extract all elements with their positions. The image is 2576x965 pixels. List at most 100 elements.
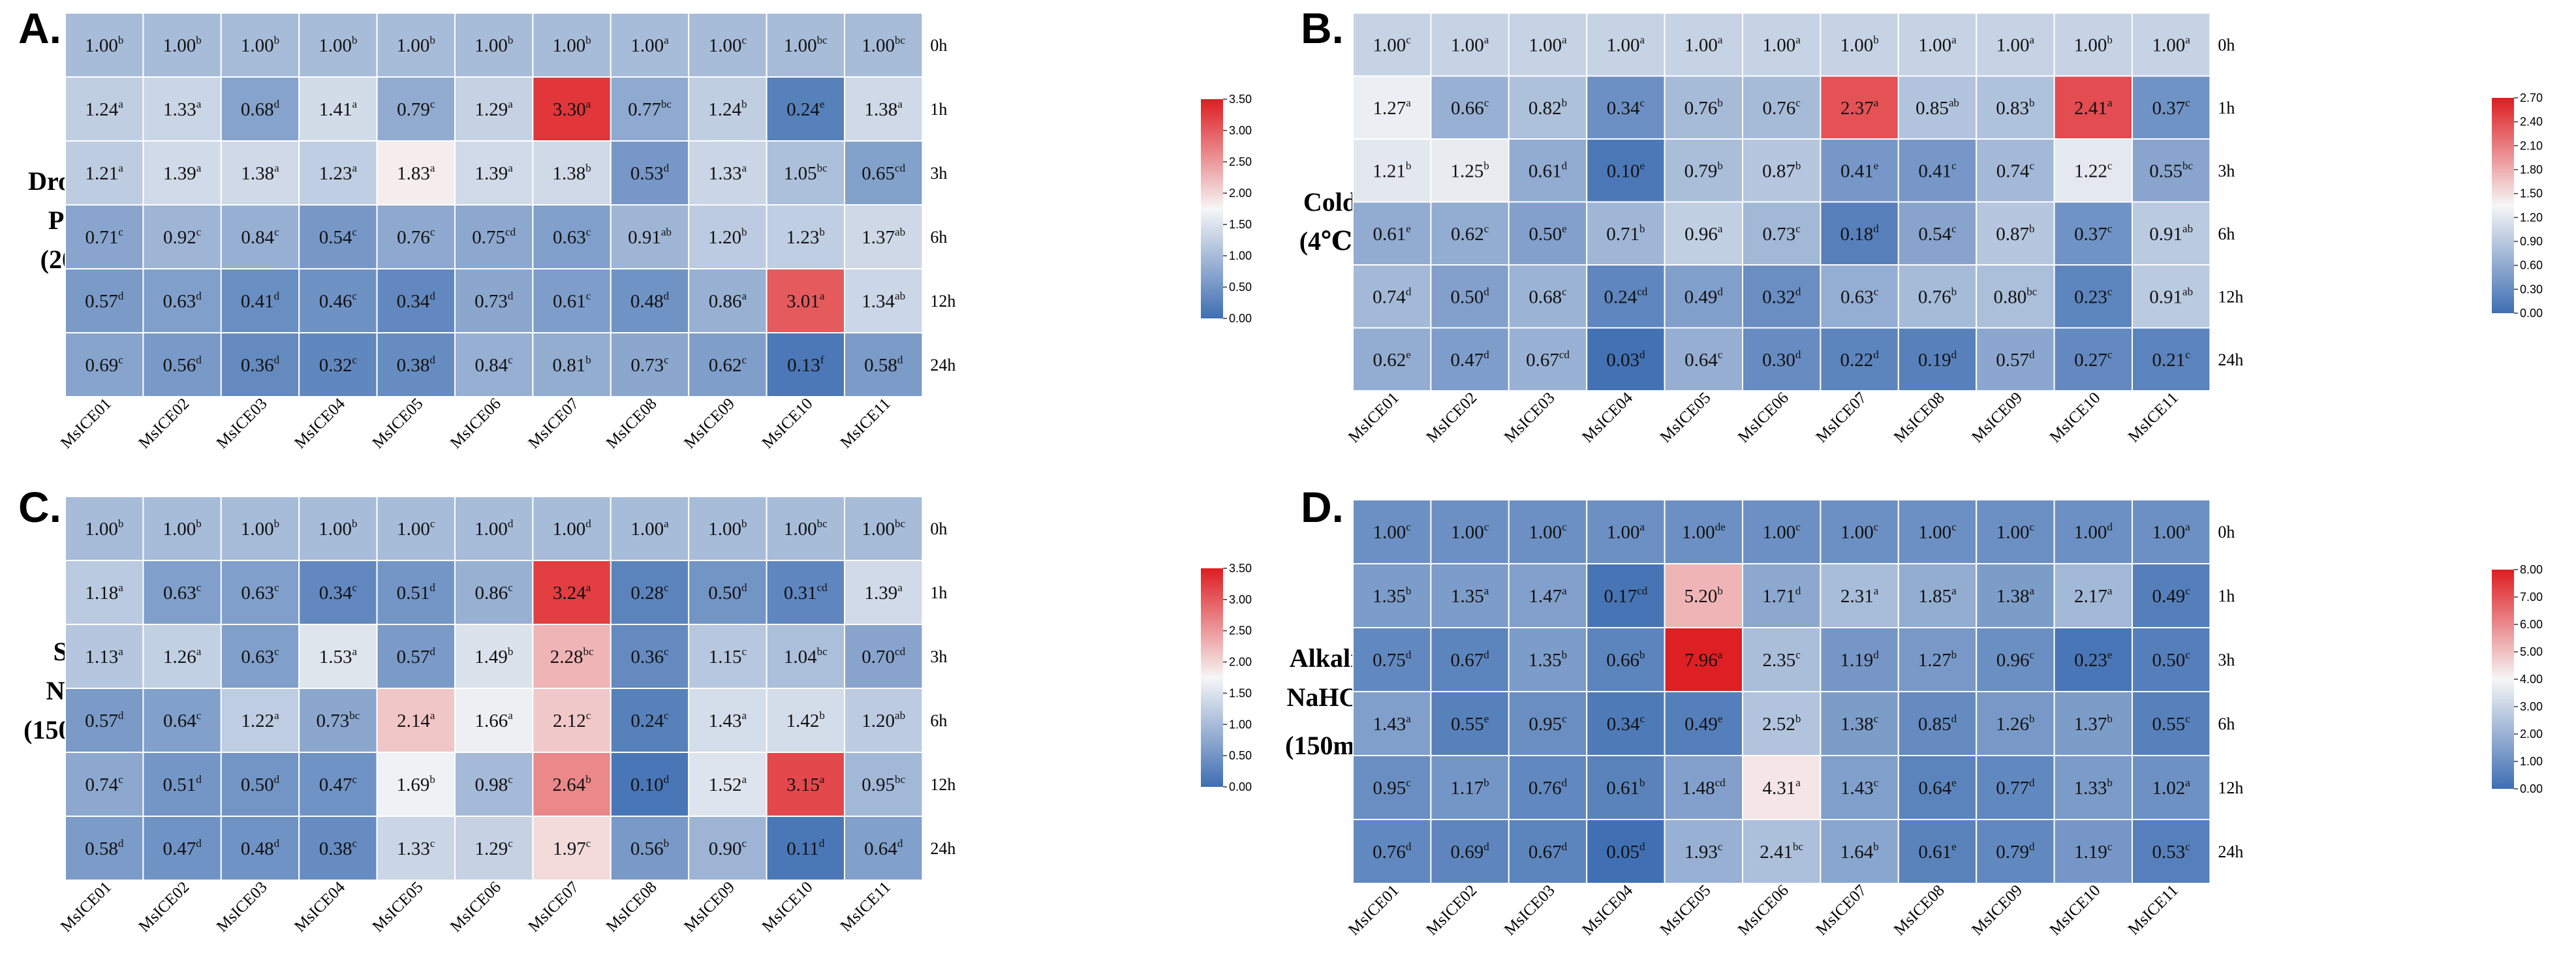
cell-value-label: 1.27a [1373, 97, 1412, 119]
heatmap-cell [454, 816, 534, 881]
cell-value-label: 2.14a [397, 709, 435, 731]
cell-value-label: 0.61c [553, 290, 591, 312]
cell-value-label: 0.47d [163, 837, 202, 859]
row-label: 1h [930, 583, 947, 602]
cell-value-label: 0.41c [1918, 159, 1957, 181]
heatmap-cell [1508, 563, 1588, 628]
cell-value-label: 3.30a [553, 98, 591, 120]
cell-value-label: 0.77d [1996, 776, 2035, 799]
cell-value-label: 1.00c [397, 517, 435, 540]
cell-value-label: 1.00bc [784, 517, 828, 540]
cell-value-label: 0.41d [241, 290, 280, 312]
cell-value-label: 1.38c [1840, 712, 1879, 735]
cell-value-label: 1.43c [1840, 776, 1879, 799]
heatmap-cell [298, 268, 378, 333]
cell-value-label: 0.30d [1762, 348, 1801, 371]
colorbar-tick-label: 2.00 [1229, 187, 1252, 200]
cell-value-label: 1.19c [2074, 840, 2113, 863]
cell-value-label: 0.34c [319, 581, 358, 604]
row-label: 12h [2218, 287, 2243, 306]
cell-value-label: 0.63c [241, 581, 279, 604]
heatmap-cell [376, 76, 456, 142]
colorbar-tick-label: 1.00 [2520, 755, 2543, 768]
heatmap-cell [1976, 499, 2055, 564]
heatmap-cell [376, 624, 456, 689]
heatmap-cell [1820, 755, 1899, 820]
cell-value-label: 0.34c [1607, 97, 1645, 119]
colorbar-tick-label: 1.50 [2520, 187, 2543, 200]
cell-value-label: 1.22c [2074, 159, 2113, 181]
colorbar-tick-label: 8.00 [2520, 563, 2543, 576]
cell-value-label: 3.01a [786, 290, 825, 312]
cell-value-label: 0.58d [85, 837, 124, 859]
heatmap-cell [610, 624, 690, 689]
heatmap-cell [220, 268, 300, 333]
heatmap-cell [2053, 755, 2133, 820]
cell-value-label: 0.32c [319, 354, 358, 376]
heatmap-cell [454, 624, 534, 689]
cell-value-label: 0.63c [1840, 285, 1879, 307]
cell-value-label: 0.76b [1918, 285, 1957, 307]
cell-value-label: 1.47a [1529, 585, 1567, 607]
heatmap-cell [1664, 499, 1743, 564]
heatmap-cell [532, 816, 612, 881]
cell-value-label: 0.74c [85, 773, 124, 795]
heatmap-cell [532, 688, 612, 753]
heatmap-cell [1664, 75, 1743, 140]
row-label: 0h [930, 36, 947, 55]
cell-value-label: 0.75cd [472, 226, 516, 248]
heatmap-cell [2132, 75, 2211, 140]
cell-value-label: 3.15a [786, 773, 825, 795]
panel-label: A. [18, 4, 61, 52]
cell-value-label: 0.73d [474, 290, 514, 312]
heatmap-cell [220, 204, 300, 269]
cell-value-label: 1.15c [709, 645, 747, 667]
colorbar-tick-label: 4.00 [2520, 673, 2543, 686]
row-label: 1h [2218, 587, 2235, 605]
heatmap-cell [766, 496, 845, 561]
heatmap-cell [65, 496, 144, 561]
heatmap-cell [1430, 327, 1510, 391]
heatmap-cell [1430, 138, 1510, 203]
cell-value-label: 0.92c [163, 226, 202, 248]
heatmap-cell [2053, 12, 2133, 77]
cell-value-label: 1.00a [630, 34, 669, 56]
cell-value-label: 1.33a [163, 98, 202, 120]
cell-value-label: 2.41a [2074, 97, 2113, 119]
cell-value-label: 0.49c [2152, 585, 2191, 607]
cell-value-label: 1.71d [1762, 585, 1801, 607]
cell-value-label: 1.00c [1373, 521, 1412, 543]
heatmap-cell [1352, 755, 1432, 820]
heatmap-cell [844, 204, 923, 269]
heatmap-cell [2132, 264, 2211, 329]
heatmap-cell [376, 496, 456, 561]
cell-value-label: 1.20b [708, 226, 747, 248]
column-label: MsICE09 [1968, 881, 2026, 939]
panel-label: C. [18, 483, 61, 531]
cell-value-label: 0.63c [163, 581, 202, 604]
heatmap-cell [844, 752, 923, 817]
cell-value-label: 0.71c [85, 226, 124, 248]
heatmap-cell [844, 688, 923, 753]
cell-value-label: 0.69c [85, 354, 124, 376]
cell-value-label: 1.00de [1682, 521, 1726, 543]
cell-value-label: 0.23c [2074, 285, 2113, 307]
heatmap-cell [1742, 327, 1822, 391]
cell-value-label: 0.24c [630, 709, 669, 731]
cell-value-label: 0.55c [2152, 712, 2191, 735]
column-label: MsICE04 [1579, 389, 1636, 446]
heatmap-cell [610, 496, 690, 561]
heatmap-cell [1664, 755, 1743, 820]
cell-value-label: 0.85d [1918, 712, 1957, 735]
cell-value-label: 0.53c [2152, 840, 2191, 863]
cell-value-label: 1.23a [319, 162, 358, 184]
heatmap-cell [2132, 499, 2211, 564]
column-label: MsICE03 [213, 395, 271, 452]
cell-value-label: 1.00bc [861, 34, 905, 56]
cell-value-label: 0.37c [2152, 97, 2191, 119]
cell-value-label: 1.00a [1918, 33, 1957, 55]
column-label: MsICE05 [369, 395, 427, 452]
cell-value-label: 0.76d [1529, 776, 1568, 799]
heatmap-cell [142, 332, 222, 397]
heatmap-cell [142, 624, 222, 689]
